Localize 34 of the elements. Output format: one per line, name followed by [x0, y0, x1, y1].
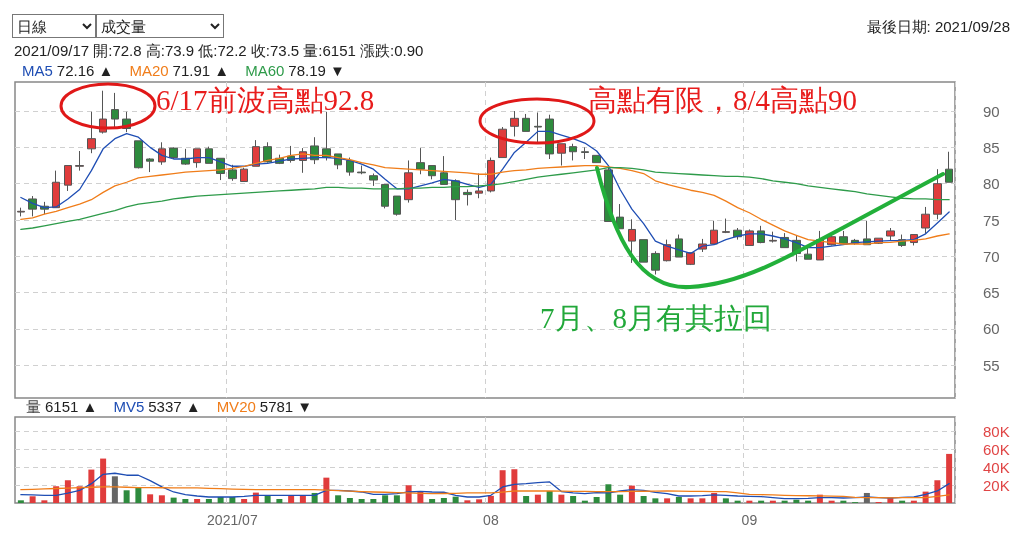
y-tick-label: 60K [983, 440, 1010, 458]
annotation: 5781 ▼ [259, 398, 313, 415]
y-tick-label: 80 [983, 175, 1000, 193]
text: 78.19 ▼ [288, 62, 345, 79]
text: 71.91 ▲ [172, 62, 230, 79]
text: MA5 [22, 62, 53, 79]
text: 成交量 [96, 14, 224, 38]
y-tick-label: 80K [983, 422, 1010, 440]
text: MA20 [129, 62, 169, 79]
text: MV20 [216, 398, 256, 415]
text: MA60 [245, 62, 285, 79]
annotation: 6151 ▲ [45, 398, 98, 415]
annotation: 7月、8月有其拉回 [540, 302, 772, 334]
text: 日線 [12, 14, 96, 38]
annotation: 5337 ▲ [148, 398, 201, 415]
y-tick-label: 60 [983, 320, 1000, 338]
y-tick-label: 90 [983, 102, 1000, 120]
text: 2021/09/17 開:72.8 高:73.9 低:72.2 收:73.5 量:6151 漲跌:0.90 [14, 42, 424, 61]
annotation: 高點有限，8/4高點90 [588, 84, 858, 116]
text: 最後日期: 2021/09/28 [866, 18, 1010, 37]
text: 量 [26, 398, 41, 415]
y-tick-label: 40K [983, 458, 1010, 476]
y-tick-label: 20K [983, 476, 1010, 494]
text: MV5 [113, 398, 145, 415]
y-tick-label: 85 [983, 138, 1000, 156]
x-tick-label: 08 [483, 512, 499, 528]
annotation: 6/17前波高點92.8 [156, 84, 375, 116]
x-tick-label: 2021/07 [207, 512, 258, 528]
y-tick-label: 65 [983, 284, 1000, 302]
x-tick-label: 09 [741, 512, 758, 528]
y-tick-label: 55 [983, 356, 1000, 374]
y-tick-label: 75 [983, 211, 1000, 229]
text: 72.16 ▲ [56, 62, 114, 79]
y-tick-label: 70 [983, 247, 1000, 265]
